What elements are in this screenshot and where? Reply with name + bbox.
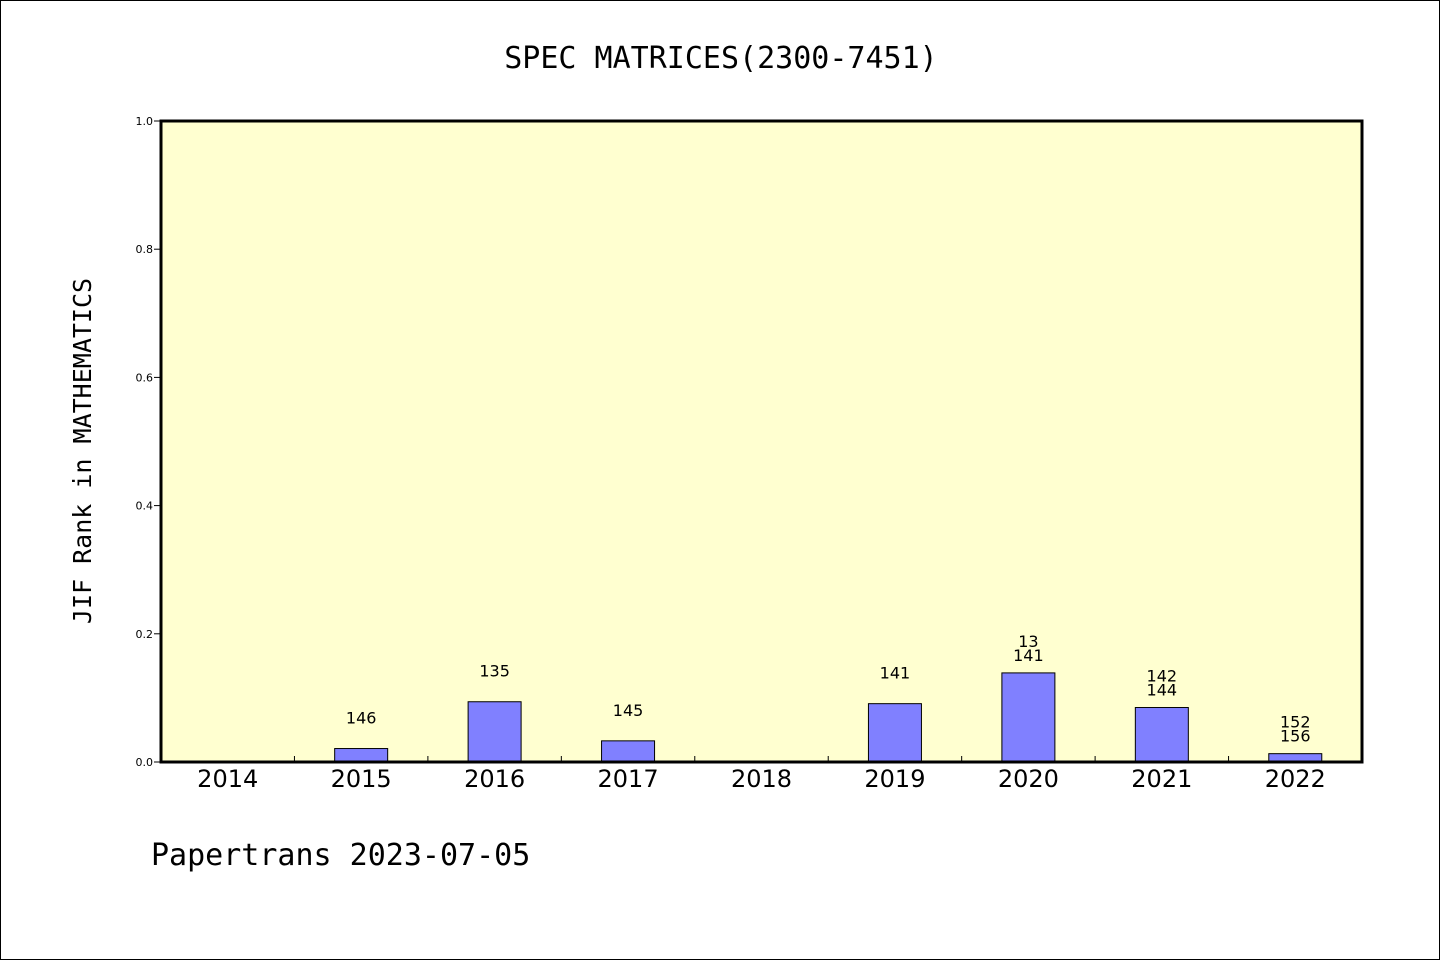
plot-border — [159, 119, 1364, 764]
y-tick-label: 0.0 — [136, 756, 154, 769]
x-tick-label: 2018 — [731, 765, 792, 793]
bar-data-label: 13 — [1018, 632, 1038, 651]
x-tick-label: 2019 — [864, 765, 925, 793]
bar — [601, 740, 656, 763]
x-tick-label: 2016 — [464, 765, 525, 793]
bar — [334, 748, 389, 763]
bar-data-label: 141 — [880, 664, 911, 683]
x-tick-label: 2022 — [1265, 765, 1326, 793]
y-tick-label: 0.4 — [136, 500, 154, 513]
chart-title: SPEC MATRICES(2300-7451) — [504, 41, 937, 76]
plot-area — [161, 121, 1362, 762]
bar — [1134, 707, 1189, 763]
bar-data-label: 145 — [613, 701, 644, 720]
y-axis-label: JIF Rank in MATHEMATICS — [68, 278, 97, 624]
x-axis-ticks: 2014 2015 2016 2017 2018 2019 2020 2021 2022 — [197, 756, 1326, 793]
y-tick-label: 0.6 — [136, 371, 154, 384]
bar-data-label: 135 — [479, 662, 510, 681]
bar-data-label: 142 — [1147, 667, 1178, 686]
bar-data-label: 144 — [1147, 681, 1178, 700]
y-tick-label: 0.8 — [136, 243, 154, 256]
x-tick-label: 2020 — [998, 765, 1059, 793]
bar-data-label: 146 — [346, 709, 377, 728]
bars-layer — [334, 672, 1323, 763]
x-tick-label: 2021 — [1131, 765, 1192, 793]
bar — [467, 701, 522, 763]
bar-data-label: 156 — [1280, 727, 1311, 746]
x-tick-label: 2014 — [197, 765, 258, 793]
bar — [1001, 672, 1056, 763]
bar-data-label: 141 — [1013, 646, 1044, 665]
y-tick-label: 0.2 — [136, 628, 154, 641]
y-tick-label: 1.0 — [136, 115, 154, 128]
y-axis-ticks: 0.0 0.2 0.4 0.6 0.8 1.0 — [136, 115, 161, 769]
x-tick-label: 2015 — [331, 765, 392, 793]
footer-credit: Papertrans 2023-07-05 — [151, 838, 530, 873]
bar — [867, 703, 922, 763]
bar-data-label: 152 — [1280, 713, 1311, 732]
x-tick-label: 2017 — [598, 765, 659, 793]
